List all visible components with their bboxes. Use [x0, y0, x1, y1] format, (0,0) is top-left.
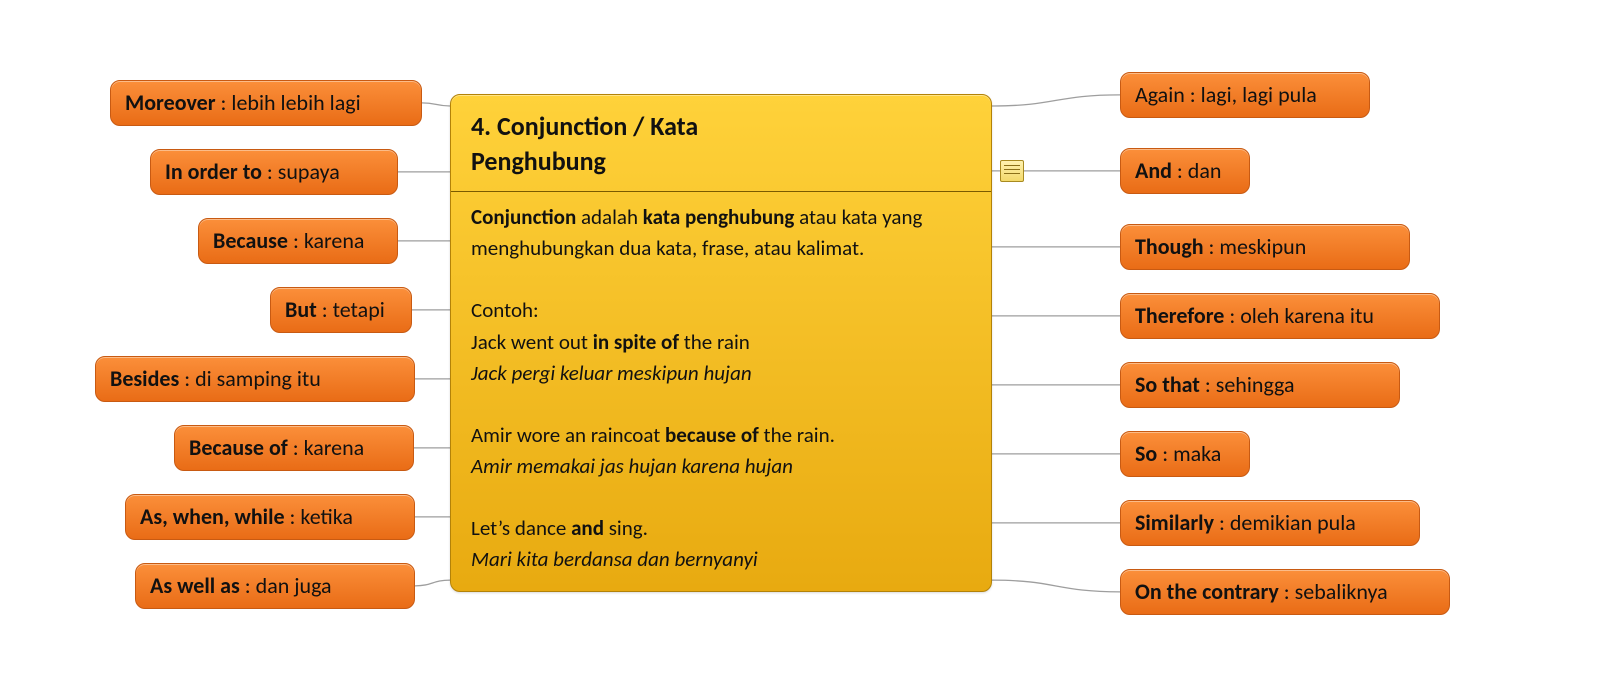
leaf-besides: Besides : di samping itu — [95, 356, 415, 402]
center-title: 4. Conjunction / Kata Penghubung — [451, 95, 991, 191]
leaf-term: Moreover — [125, 89, 216, 116]
leaf-moreover: Moreover : lebih lebih lagi — [110, 80, 422, 126]
leaf-aswellas: As well as : dan juga — [135, 563, 415, 609]
connector-contrary — [992, 580, 1120, 592]
leaf-term: Therefore — [1135, 302, 1224, 329]
leaf-because: Because : karena — [198, 218, 398, 264]
leaf-therefore: Therefore : oleh karena itu — [1120, 293, 1440, 339]
leaf-aswhenwhile: As, when, while : ketika — [125, 494, 415, 540]
leaf-term: But — [285, 296, 317, 323]
center-title-line1: 4. Conjunction / Kata — [471, 110, 698, 142]
leaf-and: And : dan — [1120, 148, 1250, 194]
leaf-def: : dan juga — [240, 572, 332, 599]
leaf-term: As, when, while — [140, 503, 285, 530]
leaf-becauseof: Because of : karena — [174, 425, 414, 471]
leaf-term: So — [1135, 440, 1157, 467]
leaf-def: : lebih lebih lagi — [216, 89, 361, 116]
leaf-term: And — [1135, 157, 1172, 184]
connector-aswellas — [415, 580, 450, 586]
leaf-def: : karena — [288, 227, 364, 254]
leaf-term: Though — [1135, 233, 1204, 260]
leaf-sothat: So that : sehingga — [1120, 362, 1400, 408]
leaf-def: : sehingga — [1200, 371, 1295, 398]
leaf-def: : maka — [1157, 440, 1221, 467]
leaf-contrary: On the contrary : sebaliknya — [1120, 569, 1450, 615]
leaf-def: : di samping itu — [179, 365, 321, 392]
center-title-line2: Penghubung — [471, 145, 606, 177]
connector-moreover — [422, 103, 450, 106]
leaf-similarly: Similarly : demikian pula — [1120, 500, 1420, 546]
leaf-though: Though : meskipun — [1120, 224, 1410, 270]
leaf-term: As well as — [150, 572, 240, 599]
leaf-term: Because of — [189, 434, 288, 461]
leaf-term: Similarly — [1135, 509, 1214, 536]
leaf-def: : ketika — [285, 503, 353, 530]
leaf-term: In order to — [165, 158, 262, 185]
leaf-def: : lagi, lagi pula — [1185, 81, 1317, 108]
leaf-def: : tetapi — [317, 296, 385, 323]
center-node: 4. Conjunction / Kata Penghubung Conjunc… — [450, 94, 992, 592]
leaf-term: Because — [213, 227, 288, 254]
leaf-term: On the contrary — [1135, 578, 1279, 605]
connector-again — [992, 95, 1120, 106]
note-icon[interactable] — [1000, 160, 1024, 182]
leaf-def: : demikian pula — [1214, 509, 1356, 536]
leaf-inorderto: In order to : supaya — [150, 149, 398, 195]
leaf-def: : sebaliknya — [1279, 578, 1388, 605]
leaf-term: So that — [1135, 371, 1200, 398]
leaf-again: Again : lagi, lagi pula — [1120, 72, 1370, 118]
leaf-def: : dan — [1172, 157, 1222, 184]
leaf-term: Besides — [110, 365, 179, 392]
leaf-so: So : maka — [1120, 431, 1250, 477]
leaf-def: : supaya — [262, 158, 340, 185]
leaf-def: : oleh karena itu — [1224, 302, 1374, 329]
leaf-term: Again — [1135, 81, 1185, 108]
leaf-def: : karena — [288, 434, 364, 461]
center-body: Conjunction adalah kata penghubung atau … — [451, 192, 991, 591]
leaf-but: But : tetapi — [270, 287, 412, 333]
leaf-def: : meskipun — [1204, 233, 1307, 260]
